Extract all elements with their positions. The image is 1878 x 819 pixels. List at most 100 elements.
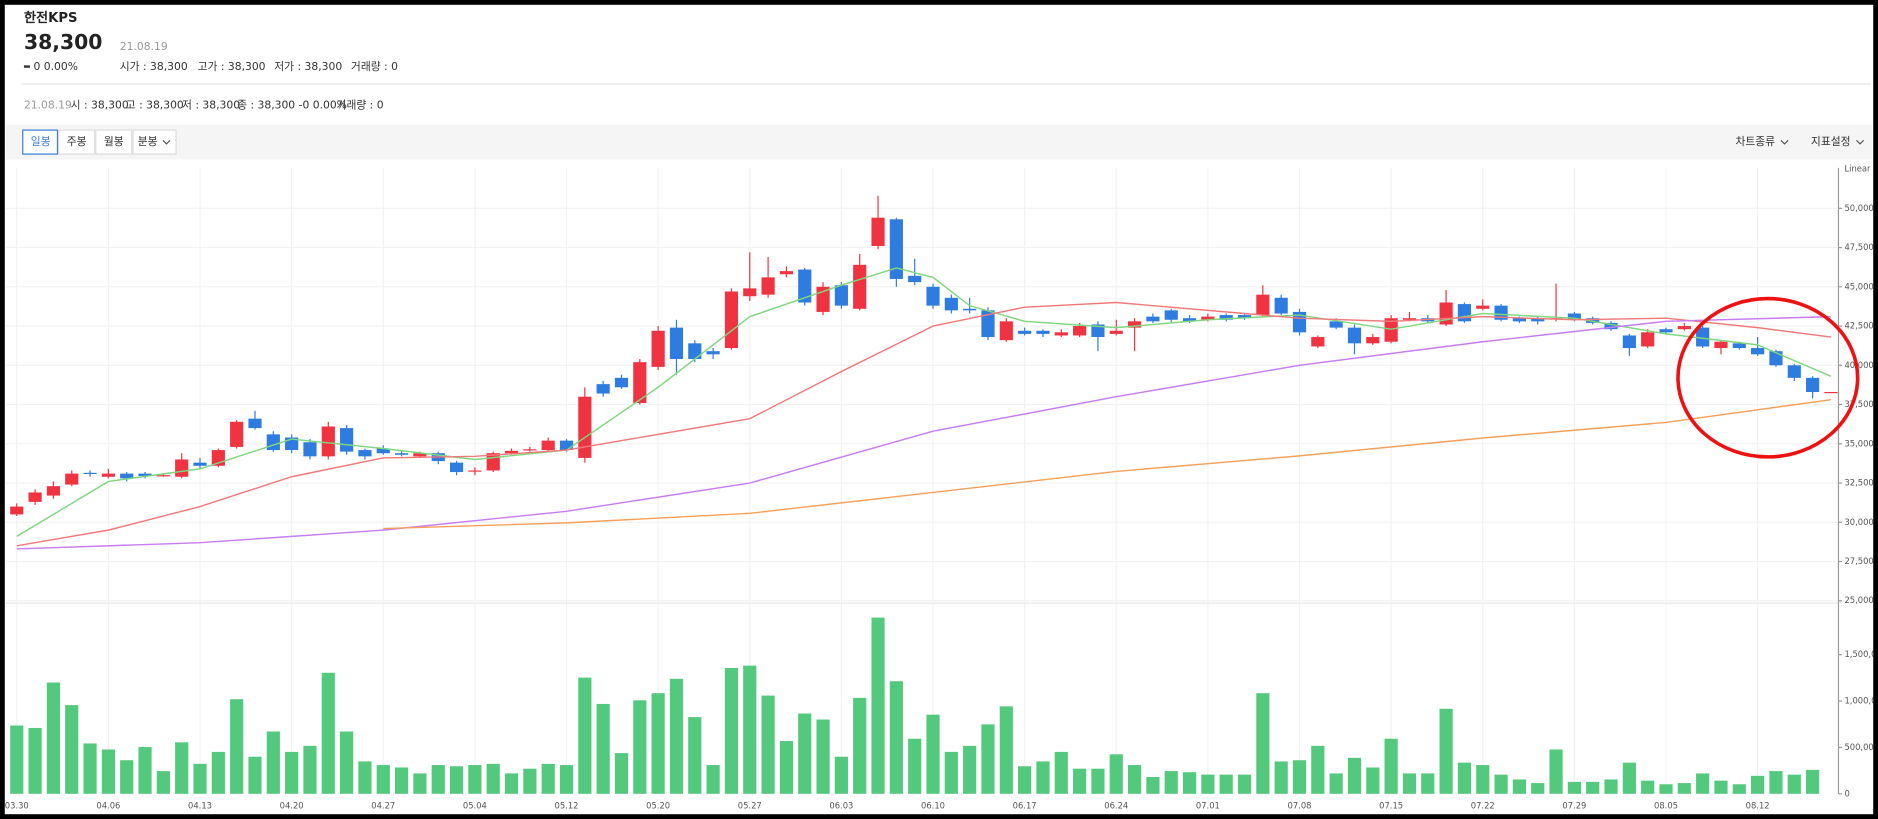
period-button-selected[interactable]	[22, 129, 59, 155]
candle-body	[248, 418, 262, 429]
candle-body	[871, 217, 885, 246]
candle-body	[175, 459, 189, 477]
volume-bar	[669, 678, 684, 794]
candle-body	[1641, 332, 1655, 347]
volume-bar	[101, 749, 115, 794]
candle-body	[1531, 318, 1545, 322]
volume-bar	[871, 617, 885, 794]
period-label[interactable]: 월봉	[104, 135, 124, 148]
moving-average-line	[16, 315, 1831, 550]
volume-bar	[779, 741, 793, 794]
candle-body	[1347, 327, 1362, 344]
y-tick-label: 37,500	[1844, 399, 1873, 409]
volume-bar	[1201, 774, 1215, 794]
volume-bar	[28, 727, 42, 794]
candle-body	[853, 264, 867, 309]
candle-body	[614, 377, 629, 388]
moving-average-line	[383, 398, 1832, 530]
candle-body	[944, 297, 958, 311]
candle-body	[523, 449, 537, 451]
candle-body	[1402, 318, 1417, 320]
x-tick-label: 07.01	[1196, 800, 1220, 810]
x-tick-label: 05.12	[555, 800, 579, 810]
volume-bar	[834, 756, 848, 794]
candle-body	[779, 271, 793, 275]
y-tick-label: 500,000	[1844, 742, 1878, 752]
volume: 거래량 : 0	[351, 60, 398, 73]
candle-body	[1751, 348, 1765, 355]
candle-body	[688, 343, 702, 360]
candle-body	[1329, 321, 1343, 328]
y-tick-label: 25,000	[1844, 595, 1873, 605]
period-label[interactable]: 일봉	[31, 135, 51, 148]
moving-average-line	[16, 301, 1832, 547]
volume-bar	[1677, 783, 1691, 794]
candle-body	[138, 473, 152, 476]
chart-area: 25,000 27,500 30,000 32,500 35,000 37,500 40,0…	[5, 167, 1878, 810]
x-tick-label: 07.08	[1288, 800, 1312, 810]
period-label[interactable]: 분봉	[138, 135, 158, 148]
candle-body	[1457, 304, 1472, 322]
volume-bar	[798, 713, 812, 794]
x-tick-label: 04.13	[188, 800, 212, 810]
x-tick-label: 08.12	[1746, 800, 1770, 810]
candle-body	[321, 426, 335, 457]
candle-body	[834, 285, 848, 306]
candle-body	[999, 321, 1013, 341]
volume-bar	[944, 751, 958, 794]
candle-body	[1787, 365, 1801, 378]
volume-bar	[83, 743, 97, 794]
volume-bar	[816, 719, 830, 794]
period-button[interactable]	[132, 129, 177, 155]
candle-body	[651, 330, 665, 367]
volume-bar	[1567, 781, 1581, 794]
x-tick-label: 08.05	[1654, 800, 1678, 810]
candle-body	[1274, 297, 1288, 314]
candle-body	[1586, 318, 1600, 323]
volume-bar	[1604, 779, 1618, 794]
candle-body	[230, 421, 244, 447]
y-tick-label: 30,000	[1844, 517, 1873, 527]
chart-type-menu[interactable]: 차트종류	[1735, 135, 1775, 148]
period-label[interactable]: 주봉	[67, 135, 87, 148]
candle-body	[156, 475, 170, 477]
candle-body	[1604, 322, 1618, 330]
volume-bar	[193, 763, 207, 794]
volume-bar	[46, 682, 61, 794]
candle-body	[724, 291, 739, 349]
candle-body	[1311, 337, 1325, 347]
candle-body	[669, 327, 684, 360]
volume-bar	[761, 695, 775, 794]
candle-body	[303, 442, 317, 457]
candle-body	[395, 453, 409, 455]
candle-body	[1622, 335, 1636, 349]
volume-bar	[1494, 774, 1508, 794]
info-volume: 거래량 : 0	[337, 99, 384, 112]
volume-bar	[1531, 783, 1545, 794]
volume-bar	[1366, 767, 1380, 794]
period-button[interactable]	[95, 129, 133, 155]
candle-body	[1659, 329, 1673, 333]
volume-bar	[340, 731, 354, 794]
candle-body	[1714, 341, 1728, 349]
candle-body	[120, 473, 134, 479]
volume-bar	[1292, 760, 1307, 794]
volume-bar	[1237, 774, 1252, 794]
volume-bar	[614, 753, 629, 794]
volume-bar	[1421, 773, 1435, 794]
x-tick-label: 06.03	[829, 800, 853, 810]
candle-body	[1219, 315, 1233, 320]
period-button[interactable]	[58, 129, 96, 155]
candle-body	[889, 219, 903, 279]
volume-bar	[1274, 761, 1288, 794]
volume-bar	[889, 681, 903, 794]
volume-bar	[724, 667, 739, 794]
candle-body	[504, 450, 519, 454]
candle-body	[101, 473, 115, 477]
indicator-menu[interactable]: 지표설정	[1811, 135, 1851, 148]
candle-body	[266, 434, 280, 451]
info-close: 종 : 38,300 -0 0.00%	[237, 99, 347, 112]
open: 시가 : 38,300	[120, 60, 188, 73]
y-tick-label: 0	[1844, 788, 1849, 798]
